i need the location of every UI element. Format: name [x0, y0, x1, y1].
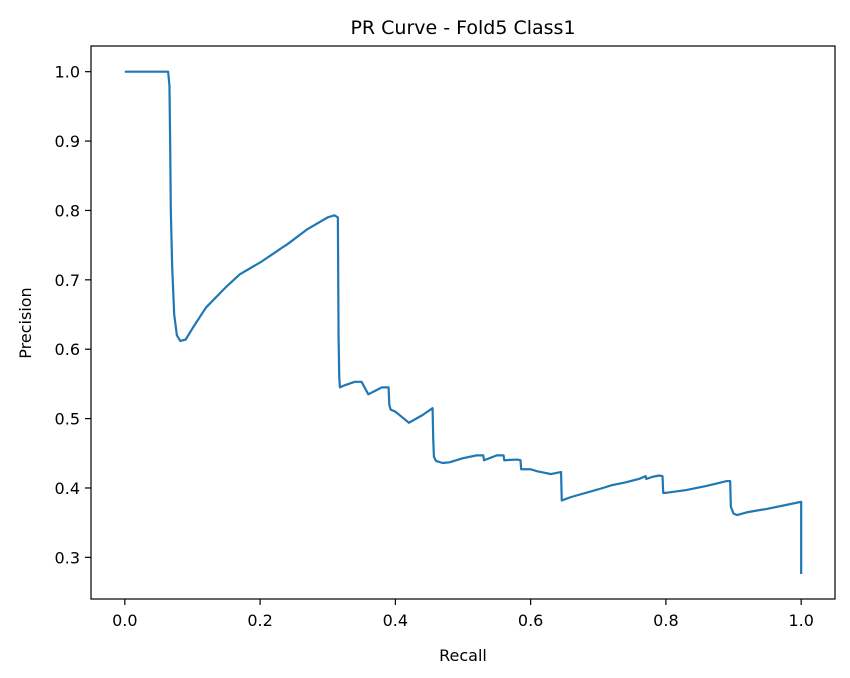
y-tick-label: 0.9 — [55, 132, 80, 151]
y-tick-label: 0.8 — [55, 201, 80, 220]
pr-curve-line — [124, 70, 803, 575]
y-tick-label: 1.0 — [55, 63, 80, 82]
y-tick-label: 0.3 — [55, 548, 80, 567]
x-axis-label: Recall — [439, 646, 487, 665]
x-tick-label: 0.6 — [518, 611, 543, 630]
y-tick-label: 0.5 — [55, 410, 80, 429]
x-axis: 0.0 0.2 0.4 0.6 0.8 1.0 — [112, 599, 814, 630]
y-axis: 0.3 0.4 0.5 0.6 0.7 0.8 0.9 1.0 — [55, 63, 91, 567]
x-tick-label: 1.0 — [788, 611, 813, 630]
y-tick-label: 0.4 — [55, 479, 80, 498]
y-axis-label: Precision — [16, 287, 35, 358]
x-tick-label: 0.0 — [112, 611, 137, 630]
y-tick-label: 0.7 — [55, 271, 80, 290]
x-tick-label: 0.4 — [383, 611, 408, 630]
plot-area — [124, 70, 803, 575]
y-tick-label: 0.6 — [55, 340, 80, 359]
axes-frame — [90, 45, 836, 600]
x-tick-label: 0.8 — [653, 611, 678, 630]
x-tick-label: 0.2 — [247, 611, 272, 630]
chart-title: PR Curve - Fold5 Class1 — [350, 17, 575, 39]
